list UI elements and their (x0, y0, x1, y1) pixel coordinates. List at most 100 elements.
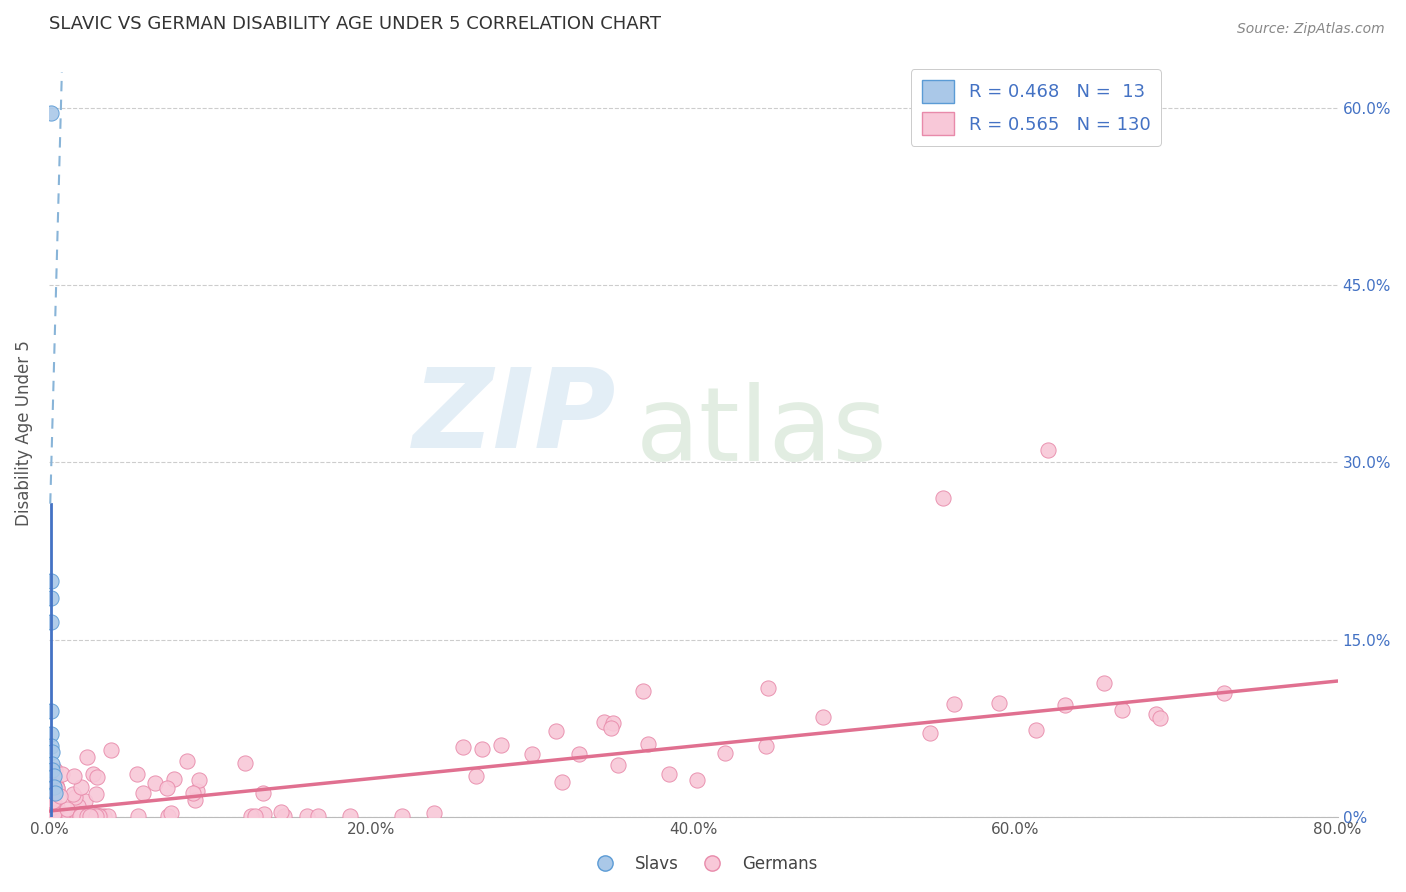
Point (41, 763, 63, 777)
Point (38, 803, 60, 817)
Point (44, 809, 66, 823)
Point (273, 809, 295, 823)
Point (637, 737, 659, 751)
Point (39, 106, 62, 120)
Text: Source: ZipAtlas.com: Source: ZipAtlas.com (1237, 22, 1385, 37)
Point (391, 809, 413, 823)
Point (295, 809, 318, 823)
Point (602, 716, 624, 731)
Point (44, 808, 66, 822)
Point (42, 808, 65, 822)
Point (39, 727, 62, 741)
Point (84, 809, 107, 823)
Point (39, 771, 62, 785)
Point (631, 684, 654, 698)
Point (39, 615, 62, 629)
Legend: Slavs, Germans: Slavs, Germans (582, 848, 824, 880)
Point (38, 789, 60, 804)
Point (63, 790, 86, 805)
Point (45, 800, 67, 814)
Point (56, 802, 79, 816)
Point (39, 800, 62, 814)
Point (49, 789, 72, 803)
Point (66, 809, 89, 823)
Point (451, 739, 474, 754)
Point (41, 809, 63, 823)
Point (339, 809, 361, 823)
Point (270, 805, 292, 819)
Point (520, 747, 543, 762)
Point (39, 704, 62, 718)
Point (72, 809, 94, 823)
Point (606, 758, 628, 772)
Point (97, 809, 120, 823)
Point (813, 710, 835, 724)
Point (46, 780, 69, 795)
Point (42, 800, 65, 814)
Point (568, 747, 591, 761)
Point (39, 785, 62, 799)
Point (66, 809, 89, 823)
Point (84, 787, 107, 801)
Point (600, 721, 623, 735)
Point (658, 766, 681, 780)
Point (66, 798, 89, 813)
Point (39, 792, 62, 806)
Point (39, 739, 62, 753)
Point (239, 809, 262, 823)
Point (920, 726, 942, 740)
Point (943, 697, 966, 711)
Point (45, 780, 67, 795)
Point (465, 769, 488, 783)
Point (184, 793, 207, 807)
Point (38, 784, 60, 798)
Point (1036, 443, 1059, 458)
Point (87, 809, 110, 823)
Point (132, 786, 155, 800)
Point (1111, 703, 1133, 717)
Point (1213, 686, 1236, 700)
Point (44, 786, 66, 800)
Point (44, 763, 66, 777)
Point (125, 767, 148, 781)
Point (471, 742, 494, 756)
Point (42, 806, 65, 821)
Point (754, 739, 776, 753)
Point (1149, 711, 1171, 725)
Text: SLAVIC VS GERMAN DISABILITY AGE UNDER 5 CORRELATION CHART: SLAVIC VS GERMAN DISABILITY AGE UNDER 5 … (49, 15, 661, 33)
Point (1025, 723, 1047, 738)
Point (83, 809, 105, 823)
Point (252, 786, 274, 800)
Point (551, 775, 574, 789)
Point (63, 769, 86, 783)
Point (593, 715, 616, 730)
Point (51, 767, 73, 781)
Point (41, 797, 63, 811)
Point (45, 779, 67, 793)
Point (39, 574, 62, 588)
Point (73, 794, 96, 808)
Point (44, 784, 66, 798)
Point (987, 696, 1010, 710)
Point (41, 756, 63, 771)
Text: atlas: atlas (636, 382, 887, 483)
Y-axis label: Disability Age Under 5: Disability Age Under 5 (15, 340, 32, 525)
Point (176, 755, 198, 769)
Point (42, 780, 65, 795)
Point (73, 809, 96, 823)
Point (423, 805, 446, 820)
Point (70, 780, 93, 795)
Point (42, 808, 65, 822)
Point (44, 810, 66, 824)
Point (41, 745, 63, 759)
Point (69, 809, 91, 823)
Point (181, 786, 204, 800)
Point (932, 491, 955, 505)
Legend: R = 0.468   N =  13, R = 0.565   N = 130: R = 0.468 N = 13, R = 0.565 N = 130 (911, 69, 1161, 146)
Point (82, 767, 104, 781)
Text: ZIP: ZIP (412, 364, 616, 471)
Point (45, 803, 67, 817)
Point (69, 806, 91, 821)
Point (156, 780, 179, 795)
Point (39, 799, 62, 814)
